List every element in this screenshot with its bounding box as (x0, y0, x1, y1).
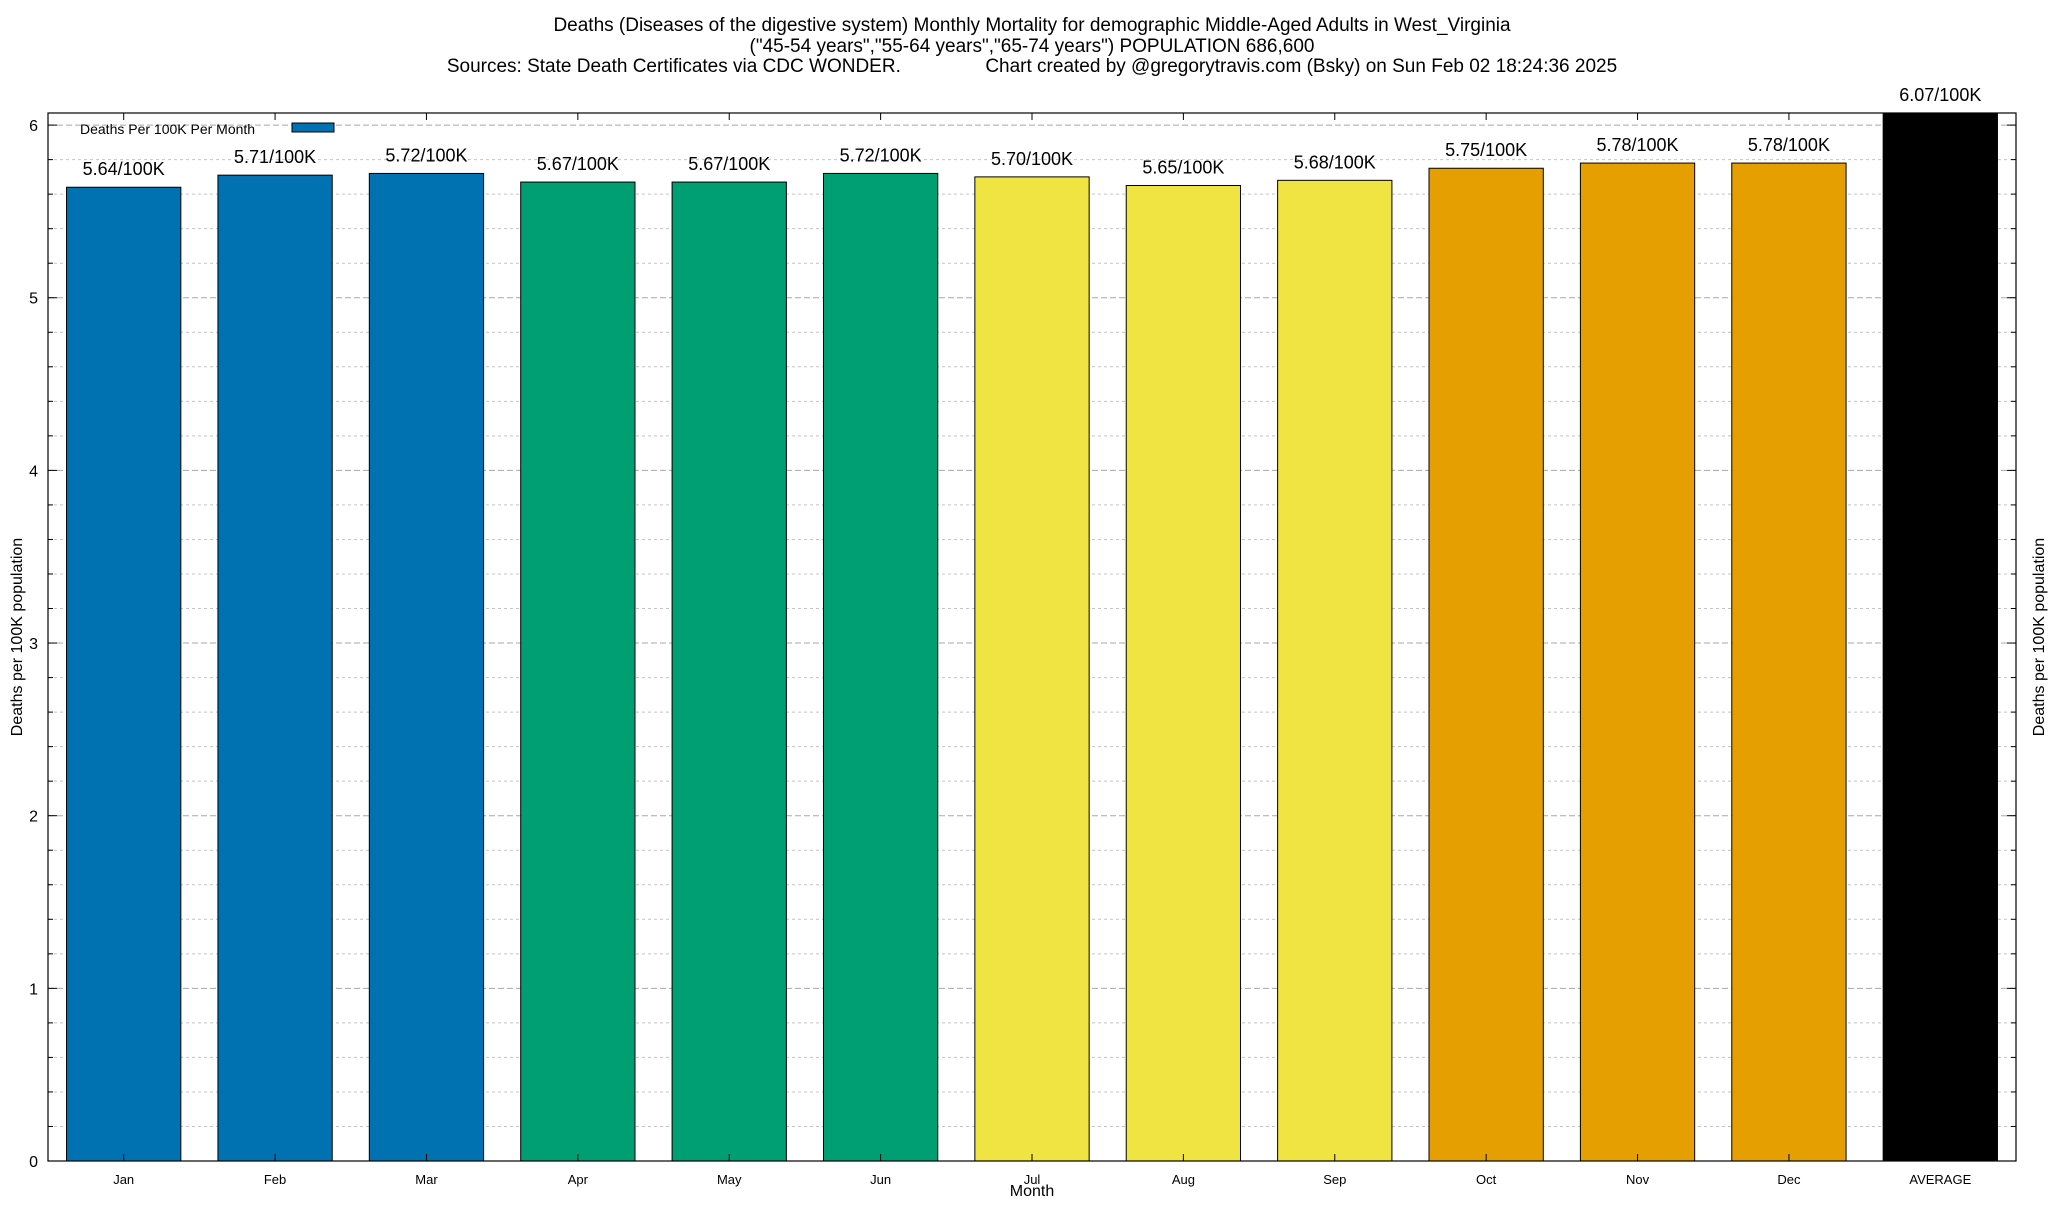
x-tick-label-jul: Jul (1024, 1172, 1041, 1187)
bar-aug (1125, 185, 1242, 1162)
x-tick-label-sep: Sep (1323, 1172, 1346, 1187)
y-tick-label-4: 4 (29, 463, 38, 480)
bar-value-label-jan: 5.64/100K (83, 159, 165, 179)
bar-value-label-jul: 5.70/100K (991, 149, 1073, 169)
bar-jan (66, 186, 182, 1162)
bar-average (1882, 112, 1998, 1162)
bar-value-labels: 5.64/100K 5.71/100K 5.72/100K 5.67/100K 5.67… (83, 85, 1982, 179)
x-tick-label-apr: Apr (568, 1172, 589, 1187)
bar-value-label-oct: 5.75/100K (1445, 140, 1527, 160)
bar-feb (217, 174, 333, 1162)
y-tick-label-1: 1 (29, 981, 38, 998)
y-tick-label-2: 2 (29, 809, 38, 826)
y-tick-label-3: 3 (29, 636, 38, 653)
bar-value-label-mar: 5.72/100K (385, 145, 467, 165)
y-tick-label-0: 0 (29, 1154, 38, 1171)
x-tick-label-dec: Dec (1777, 1172, 1801, 1187)
x-tick-label-feb: Feb (264, 1172, 286, 1187)
bar-value-label-nov: 5.78/100K (1596, 135, 1678, 155)
title-line-3: Sources: State Death Certificates via CD… (447, 56, 1617, 77)
bar-sep (1277, 179, 1393, 1162)
x-tick-label-jun: Jun (870, 1172, 891, 1187)
bar-jul (974, 176, 1090, 1162)
bar-mar (368, 172, 485, 1162)
bar-nov (1579, 162, 1696, 1162)
x-axis-label: Month (1010, 1183, 1054, 1200)
bar-value-label-jun: 5.72/100K (840, 145, 922, 165)
y-axis-label-right: Deaths per 100K population (2031, 538, 2048, 736)
y-tick-label-5: 5 (29, 291, 38, 308)
bar-value-label-average: 6.07/100K (1899, 85, 1981, 105)
title-line-2: ("45-54 years","55-64 years","65-74 year… (750, 36, 1315, 57)
x-tick-label-aug: Aug (1172, 1172, 1195, 1187)
x-tick-label-oct: Oct (1476, 1172, 1497, 1187)
legend-label: Deaths Per 100K Per Month (80, 121, 255, 137)
bar-value-label-may: 5.67/100K (688, 154, 770, 174)
legend: Deaths Per 100K Per Month (80, 121, 335, 137)
axis-ticks: Jan Feb Mar Apr May Jun Jul Aug Sep Oct Nov Dec AVER… (29, 113, 2016, 1187)
legend-swatch (291, 122, 335, 133)
bar-value-label-apr: 5.67/100K (537, 154, 619, 174)
bar-value-label-sep: 5.68/100K (1294, 152, 1376, 172)
x-tick-label-may: May (717, 1172, 742, 1187)
x-tick-label-nov: Nov (1626, 1172, 1650, 1187)
bars (66, 112, 1998, 1162)
y-axis-label: Deaths per 100K population (9, 538, 26, 736)
plot-frame (47, 112, 2017, 1162)
y-tick-label-6: 6 (29, 118, 38, 135)
bar-value-label-feb: 5.71/100K (234, 147, 316, 167)
bar-value-label-dec: 5.78/100K (1748, 135, 1830, 155)
title-line-1: Deaths (Diseases of the digestive system… (553, 15, 1511, 36)
x-tick-label-mar: Mar (415, 1172, 438, 1187)
bar-value-label-aug: 5.65/100K (1142, 158, 1224, 178)
bar-apr (520, 181, 636, 1162)
x-tick-label-jan: Jan (113, 1172, 134, 1187)
bar-may (671, 181, 787, 1162)
bar-jun (822, 172, 939, 1162)
x-tick-label-average: AVERAGE (1909, 1172, 1971, 1187)
bar-oct (1428, 167, 1544, 1162)
bar-dec (1731, 162, 1847, 1162)
chart-title: Deaths (Diseases of the digestive system… (447, 15, 1617, 77)
